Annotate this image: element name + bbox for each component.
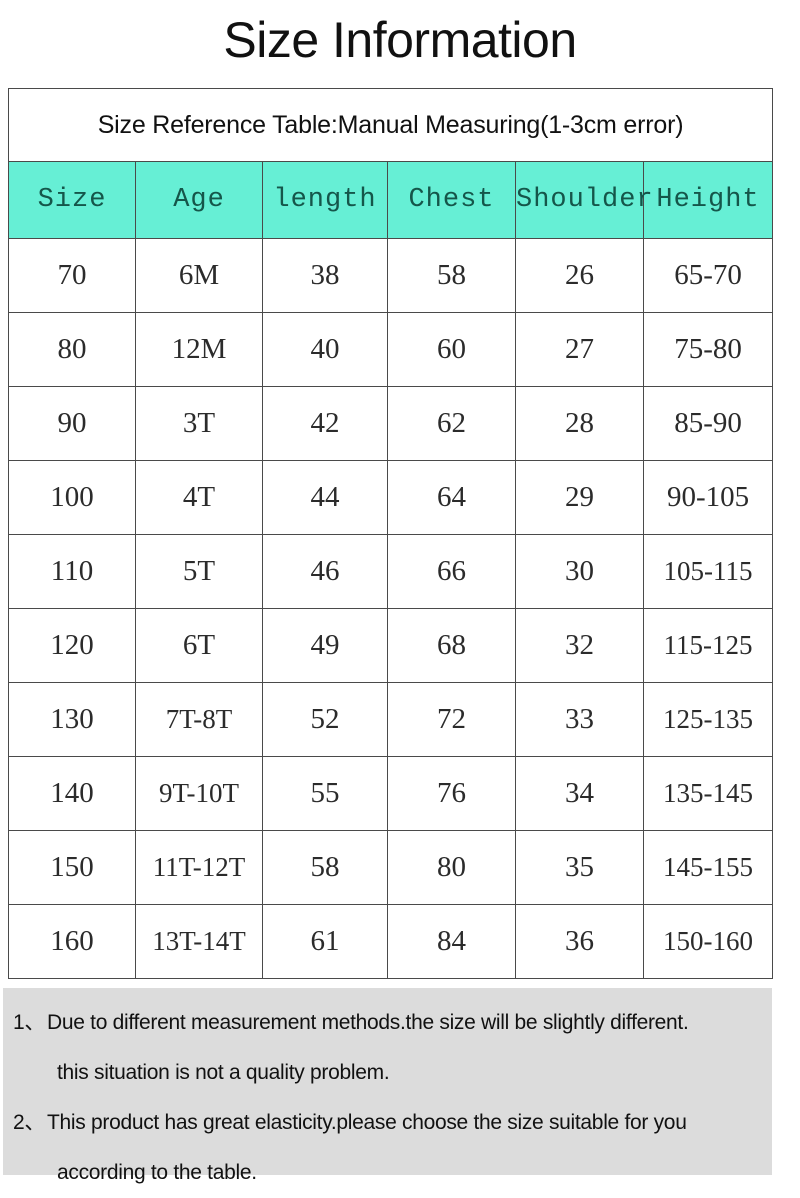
table-row: 160 13T-14T 61 84 36 150-160 — [8, 904, 774, 979]
note-number: 2、 — [13, 1111, 46, 1134]
cell-height: 115-125 — [642, 608, 774, 683]
note-line: 1、Due to different measurement methods.t… — [3, 998, 772, 1048]
cell-length: 58 — [262, 830, 388, 905]
cell-shoulder: 28 — [515, 386, 644, 461]
cell-age: 13T-14T — [135, 904, 263, 979]
column-header-size: Size — [8, 161, 136, 239]
cell-shoulder: 32 — [515, 608, 644, 683]
cell-height: 90-105 — [642, 460, 774, 535]
cell-height: 65-70 — [642, 238, 774, 313]
cell-age: 3T — [135, 386, 263, 461]
cell-height: 145-155 — [642, 830, 774, 905]
cell-shoulder: 33 — [515, 682, 644, 757]
table-row: 110 5T 46 66 30 105-115 — [8, 534, 774, 609]
cell-age: 11T-12T — [135, 830, 263, 905]
cell-shoulder: 30 — [515, 534, 644, 609]
note-line: according to the table. — [57, 1161, 257, 1184]
table-row: 130 7T-8T 52 72 33 125-135 — [8, 682, 774, 757]
table-row: 100 4T 44 64 29 90-105 — [8, 460, 774, 535]
cell-length: 38 — [262, 238, 388, 313]
cell-age: 4T — [135, 460, 263, 535]
size-table-container: Size Reference Table:Manual Measuring(1-… — [7, 88, 774, 979]
cell-age: 6T — [135, 608, 263, 683]
cell-height: 135-145 — [642, 756, 774, 831]
cell-length: 55 — [262, 756, 388, 831]
cell-length: 44 — [262, 460, 388, 535]
cell-chest: 62 — [387, 386, 516, 461]
cell-chest: 84 — [387, 904, 516, 979]
table-row: 150 11T-12T 58 80 35 145-155 — [8, 830, 774, 905]
cell-shoulder: 26 — [515, 238, 644, 313]
cell-age: 12M — [135, 312, 263, 387]
table-row: 90 3T 42 62 28 85-90 — [8, 386, 774, 461]
notes-block: 1、Due to different measurement methods.t… — [3, 988, 772, 1184]
table-header-row: Size Age length Chest Shoulder Height — [8, 161, 774, 239]
cell-age: 9T-10T — [135, 756, 263, 831]
cell-length: 49 — [262, 608, 388, 683]
cell-chest: 64 — [387, 460, 516, 535]
table-row: 80 12M 40 60 27 75-80 — [8, 312, 774, 387]
size-reference-table: Size Reference Table:Manual Measuring(1-… — [7, 88, 774, 979]
column-header-length: length — [262, 161, 388, 239]
note-text: Due to different measurement methods.the… — [47, 1011, 689, 1034]
cell-size: 90 — [8, 386, 136, 461]
cell-size: 140 — [8, 756, 136, 831]
cell-chest: 72 — [387, 682, 516, 757]
cell-size: 130 — [8, 682, 136, 757]
cell-height: 105-115 — [642, 534, 774, 609]
table-row: 120 6T 49 68 32 115-125 — [8, 608, 774, 683]
note-text: This product has great elasticity.please… — [47, 1111, 687, 1134]
cell-length: 42 — [262, 386, 388, 461]
cell-length: 40 — [262, 312, 388, 387]
cell-shoulder: 34 — [515, 756, 644, 831]
note-line: 2、This product has great elasticity.plea… — [3, 1098, 772, 1148]
cell-height: 75-80 — [642, 312, 774, 387]
cell-height: 85-90 — [642, 386, 774, 461]
column-header-shoulder: Shoulder — [515, 161, 653, 239]
table-row: 140 9T-10T 55 76 34 135-145 — [8, 756, 774, 831]
cell-shoulder: 36 — [515, 904, 644, 979]
cell-height: 125-135 — [642, 682, 774, 757]
cell-length: 46 — [262, 534, 388, 609]
cell-length: 61 — [262, 904, 388, 979]
table-caption-row: Size Reference Table:Manual Measuring(1-… — [7, 88, 774, 162]
cell-chest: 68 — [387, 608, 516, 683]
cell-height: 150-160 — [642, 904, 774, 979]
cell-age: 7T-8T — [135, 682, 263, 757]
column-header-age: Age — [135, 161, 263, 239]
cell-shoulder: 27 — [515, 312, 644, 387]
cell-size: 150 — [8, 830, 136, 905]
cell-size: 160 — [8, 904, 136, 979]
page-title: Size Information — [223, 12, 577, 68]
cell-age: 5T — [135, 534, 263, 609]
cell-chest: 66 — [387, 534, 516, 609]
cell-size: 100 — [8, 460, 136, 535]
column-header-height: Height — [642, 161, 774, 239]
cell-chest: 80 — [387, 830, 516, 905]
cell-chest: 76 — [387, 756, 516, 831]
cell-chest: 58 — [387, 238, 516, 313]
note-number: 1、 — [13, 1011, 46, 1034]
column-header-chest: Chest — [387, 161, 516, 239]
cell-size: 70 — [8, 238, 136, 313]
cell-size: 110 — [8, 534, 136, 609]
cell-length: 52 — [262, 682, 388, 757]
cell-shoulder: 29 — [515, 460, 644, 535]
note-line: this situation is not a quality problem. — [57, 1061, 390, 1084]
table-row: 70 6M 38 58 26 65-70 — [8, 238, 774, 313]
cell-chest: 60 — [387, 312, 516, 387]
cell-age: 6M — [135, 238, 263, 313]
cell-size: 80 — [8, 312, 136, 387]
cell-shoulder: 35 — [515, 830, 644, 905]
cell-size: 120 — [8, 608, 136, 683]
table-caption: Size Reference Table:Manual Measuring(1-… — [7, 88, 774, 162]
